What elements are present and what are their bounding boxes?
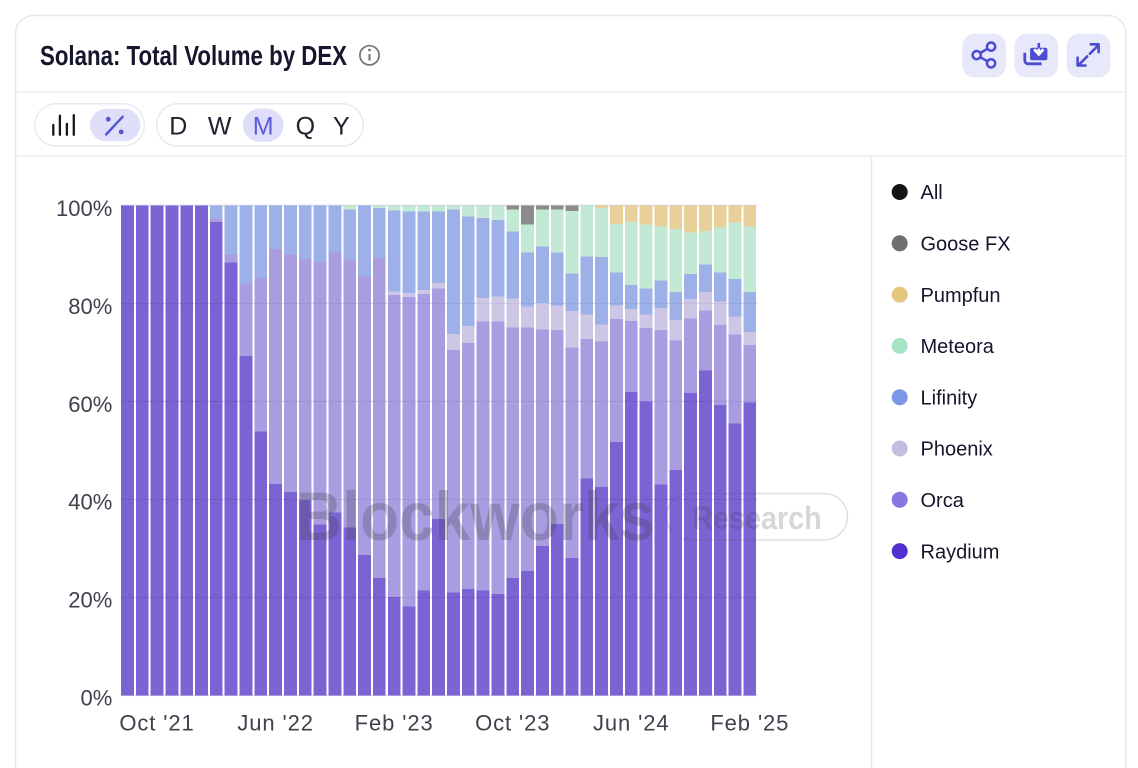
svg-text:Orca: Orca xyxy=(921,490,965,512)
svg-text:Lifinity: Lifinity xyxy=(921,387,978,409)
svg-text:Research: Research xyxy=(692,500,822,536)
svg-text:Goose FX: Goose FX xyxy=(921,234,1011,256)
svg-text:Oct '23: Oct '23 xyxy=(475,710,550,735)
svg-text:Solana: Total Volume by DEX: Solana: Total Volume by DEX xyxy=(40,40,347,71)
svg-text:Raydium: Raydium xyxy=(921,541,1000,563)
svg-text:Jun '22: Jun '22 xyxy=(237,710,314,735)
svg-text:Q: Q xyxy=(296,112,315,140)
svg-text:Phoenix: Phoenix xyxy=(921,439,993,461)
svg-text:All: All xyxy=(921,182,943,204)
svg-text:Y: Y xyxy=(333,112,350,140)
svg-text:40%: 40% xyxy=(68,490,112,515)
svg-text:Meteora: Meteora xyxy=(921,336,995,358)
svg-text:80%: 80% xyxy=(68,294,112,319)
svg-text:Oct '21: Oct '21 xyxy=(119,710,194,735)
svg-text:Pumpfun: Pumpfun xyxy=(921,285,1001,307)
svg-text:100%: 100% xyxy=(56,196,112,221)
svg-text:Blockworks: Blockworks xyxy=(296,478,655,555)
svg-text:Feb '23: Feb '23 xyxy=(355,710,434,735)
svg-text:20%: 20% xyxy=(68,588,112,613)
svg-text:60%: 60% xyxy=(68,392,112,417)
svg-text:Feb '25: Feb '25 xyxy=(710,710,789,735)
svg-text:D: D xyxy=(169,112,187,140)
svg-text:0%: 0% xyxy=(81,686,113,711)
svg-text:Jun '24: Jun '24 xyxy=(593,710,670,735)
svg-text:M: M xyxy=(253,112,274,140)
svg-text:W: W xyxy=(208,112,232,140)
